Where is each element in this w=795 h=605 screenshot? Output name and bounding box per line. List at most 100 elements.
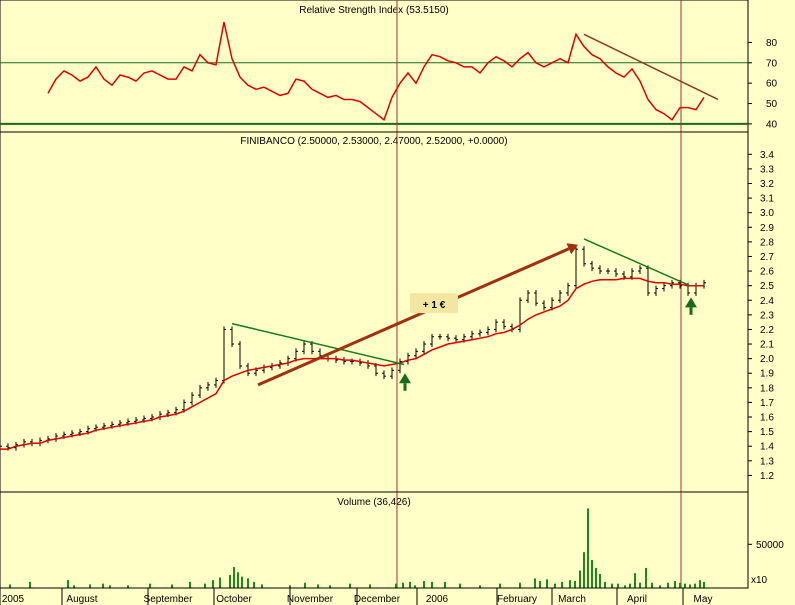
price-ytick-label: 1.5 xyxy=(760,427,774,438)
rsi-ytick-label: 40 xyxy=(766,119,778,130)
volume-bar xyxy=(109,585,111,588)
volume-bar xyxy=(539,581,541,588)
x-tick-label: August xyxy=(66,594,97,605)
price-ytick-label: 2.6 xyxy=(760,267,774,278)
volume-bar xyxy=(684,583,686,588)
volume-bar xyxy=(247,578,249,588)
volume-bar xyxy=(561,581,563,588)
volume-bar xyxy=(554,583,556,588)
x-tick-label: October xyxy=(216,594,252,605)
volume-bar xyxy=(694,583,696,588)
volume-bar xyxy=(304,582,306,588)
rsi-panel: Relative Strength Index (53.5150) 40 50 60… xyxy=(0,0,778,133)
volume-bar xyxy=(574,581,576,588)
x-tick-label: May xyxy=(694,594,713,605)
volume-bar xyxy=(329,585,331,588)
rsi-ytick-label: 60 xyxy=(766,79,778,90)
price-ytick-label: 2.7 xyxy=(760,252,774,263)
arrow-head xyxy=(399,373,411,384)
price-ytick-label: 2.0 xyxy=(760,354,774,365)
price-ytick-label: 1.8 xyxy=(760,383,774,394)
volume-bar xyxy=(395,583,397,588)
price-panel: FINIBANCO (2.50000, 2.53000, 2.47000, 2.… xyxy=(0,131,774,588)
volume-bar xyxy=(317,584,319,588)
volume-bar xyxy=(699,580,701,588)
price-ytick-label: 2.2 xyxy=(760,325,774,336)
rsi-ytick-label: 80 xyxy=(766,38,778,49)
price-ytick-label: 2.4 xyxy=(760,296,774,307)
volume-bar xyxy=(659,585,661,588)
rsi-ytick-label: 70 xyxy=(766,58,778,69)
volume-bar xyxy=(591,560,593,588)
volume-bar xyxy=(639,582,641,588)
price-ytick-label: 3.2 xyxy=(760,179,774,190)
volume-bar xyxy=(409,581,411,588)
price-ytick-label: 1.2 xyxy=(760,471,774,482)
x-axis: 2005 August September October November Decemb… xyxy=(0,587,748,605)
volume-bar xyxy=(219,577,221,588)
volume-bar xyxy=(611,583,613,588)
x-tick-label: March xyxy=(558,594,586,605)
price-ytick-label: 2.3 xyxy=(760,310,774,321)
price-ytick-label: 2.9 xyxy=(760,223,774,234)
price-trendline xyxy=(231,322,405,366)
volume-bar xyxy=(423,581,425,588)
volume-bar xyxy=(459,583,461,588)
volume-bar xyxy=(604,581,606,588)
volume-bar xyxy=(645,567,647,588)
x-tick-label: 2006 xyxy=(426,594,449,605)
price-ytick-label: 3.0 xyxy=(760,208,774,219)
price-ytick-label: 1.3 xyxy=(760,456,774,467)
volume-bar xyxy=(189,581,191,588)
volume-bar xyxy=(431,581,433,588)
rsi-line xyxy=(47,21,705,122)
volume-bar xyxy=(73,585,75,588)
volume-bar xyxy=(9,584,11,588)
price-ytick-label: 3.4 xyxy=(760,150,774,161)
volume-bar xyxy=(617,583,619,588)
volume-bar xyxy=(579,570,581,588)
price-ytick-label: 3.1 xyxy=(760,194,774,205)
volume-bar xyxy=(102,583,104,588)
volume-bar xyxy=(519,582,521,588)
volume-multiplier: x10 xyxy=(751,575,768,586)
volume-bar xyxy=(369,584,371,588)
moving-average-line xyxy=(0,277,704,450)
price-ytick-label: 2.1 xyxy=(760,340,774,351)
volume-bar xyxy=(89,584,91,588)
volume-bar xyxy=(689,584,691,588)
volume-bar xyxy=(402,582,404,588)
volume-bar xyxy=(149,583,151,588)
price-ytick-label: 3.3 xyxy=(760,164,774,175)
volume-bar xyxy=(212,580,214,588)
volume-bar xyxy=(667,582,669,588)
volume-bar xyxy=(29,581,31,588)
annotation-label: + 1 € xyxy=(423,300,446,311)
volume-bar xyxy=(703,581,705,588)
volume-bar xyxy=(569,580,571,588)
price-ytick-label: 1.6 xyxy=(760,413,774,424)
volume-bar xyxy=(624,585,626,588)
volume-bar xyxy=(674,581,676,588)
volume-title: Volume (36,426) xyxy=(337,497,410,508)
price-ytick-label: 1.7 xyxy=(760,398,774,409)
price-ytick-label: 2.5 xyxy=(760,281,774,292)
volume-bar xyxy=(479,585,481,588)
arrow-head xyxy=(685,297,697,308)
volume-bar xyxy=(679,582,681,588)
rsi-ytick-label: 50 xyxy=(766,99,778,110)
x-tick-label: December xyxy=(354,594,401,605)
volume-bar xyxy=(233,567,235,588)
volume-bar xyxy=(583,552,585,588)
volume-bar xyxy=(289,585,291,588)
volume-bar xyxy=(587,508,589,588)
x-tick-label: September xyxy=(144,594,194,605)
volume-bar xyxy=(546,579,548,588)
volume-bar xyxy=(444,581,446,588)
price-ytick-label: 2.8 xyxy=(760,237,774,248)
annotation-box xyxy=(410,293,458,314)
price-title: FINIBANCO (2.50000, 2.53000, 2.47000, 2.… xyxy=(240,136,507,147)
price-trendline xyxy=(583,238,691,287)
volume-bar xyxy=(127,585,129,588)
